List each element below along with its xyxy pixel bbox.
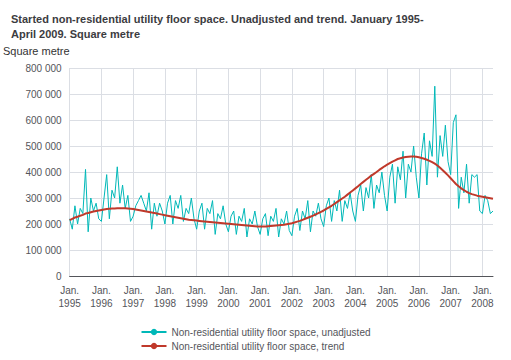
svg-text:Non-residential utility floor: Non-residential utility floor space, una… <box>172 327 371 338</box>
svg-text:500 000: 500 000 <box>25 141 62 152</box>
svg-text:100 000: 100 000 <box>25 245 62 256</box>
svg-text:2008: 2008 <box>471 298 494 309</box>
svg-text:200 000: 200 000 <box>25 219 62 230</box>
svg-text:600 000: 600 000 <box>25 115 62 126</box>
svg-text:Jan.: Jan. <box>346 285 365 296</box>
svg-text:Jan.: Jan. <box>314 285 333 296</box>
svg-text:2005: 2005 <box>376 298 399 309</box>
svg-text:2006: 2006 <box>408 298 431 309</box>
svg-text:300 000: 300 000 <box>25 193 62 204</box>
svg-text:Square metre: Square metre <box>3 45 70 57</box>
svg-text:1996: 1996 <box>90 298 113 309</box>
svg-text:800 000: 800 000 <box>25 63 62 74</box>
svg-text:Jan.: Jan. <box>282 285 301 296</box>
svg-text:Non-residential utility floor: Non-residential utility floor space, tre… <box>172 341 345 352</box>
svg-text:1999: 1999 <box>186 298 209 309</box>
svg-text:Jan.: Jan. <box>441 285 460 296</box>
svg-text:2003: 2003 <box>313 298 336 309</box>
svg-text:Jan.: Jan. <box>92 285 111 296</box>
svg-text:Jan.: Jan. <box>60 285 79 296</box>
svg-text:Jan.: Jan. <box>473 285 492 296</box>
svg-text:April 2009. Square metre: April 2009. Square metre <box>11 28 140 40</box>
svg-text:Jan.: Jan. <box>187 285 206 296</box>
svg-text:2002: 2002 <box>281 298 304 309</box>
svg-text:700 000: 700 000 <box>25 89 62 100</box>
svg-text:1997: 1997 <box>122 298 145 309</box>
svg-text:2004: 2004 <box>344 298 367 309</box>
svg-text:400 000: 400 000 <box>25 167 62 178</box>
svg-text:2007: 2007 <box>440 298 463 309</box>
svg-text:0: 0 <box>56 271 62 282</box>
svg-text:2000: 2000 <box>217 298 240 309</box>
svg-text:Jan.: Jan. <box>409 285 428 296</box>
svg-text:1995: 1995 <box>59 298 82 309</box>
svg-text:Started non-residential utilit: Started non-residential utility floor sp… <box>11 13 424 25</box>
svg-text:Jan.: Jan. <box>219 285 238 296</box>
svg-text:Jan.: Jan. <box>378 285 397 296</box>
svg-text:Jan.: Jan. <box>251 285 270 296</box>
svg-text:Jan.: Jan. <box>155 285 174 296</box>
svg-text:2001: 2001 <box>249 298 272 309</box>
svg-text:1998: 1998 <box>154 298 177 309</box>
svg-text:Jan.: Jan. <box>124 285 143 296</box>
